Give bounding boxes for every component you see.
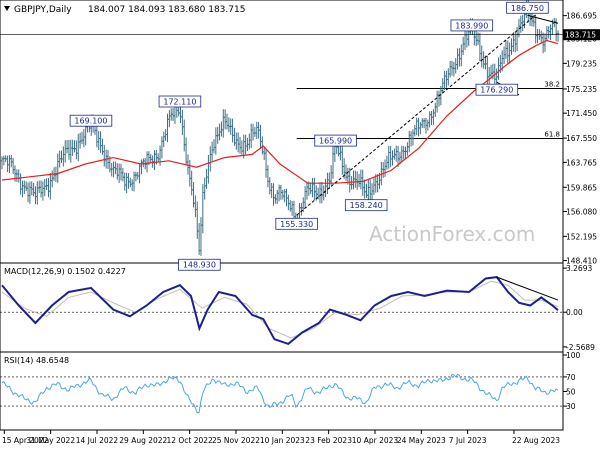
rsi-series bbox=[0, 373, 563, 414]
date-tick-label: 15 Apr 2022 bbox=[2, 436, 49, 445]
macd-tick-label: 3.2693 bbox=[566, 264, 592, 273]
date-tick-label: 24 May 2023 bbox=[397, 436, 446, 445]
annotation-label: 169.100 bbox=[74, 117, 107, 126]
annotation-box bbox=[475, 83, 519, 96]
price-tick-label: 171.450 bbox=[566, 109, 597, 118]
annotation-box bbox=[178, 258, 221, 271]
annotation-box bbox=[314, 134, 357, 147]
annotation-label: 183.990 bbox=[455, 21, 488, 30]
date-tick-label: 23 Feb 2023 bbox=[305, 436, 352, 445]
sma-line bbox=[1, 39, 559, 184]
price-tick-label: 156.080 bbox=[566, 208, 597, 217]
date-tick-label: 31 May 2022 bbox=[26, 436, 75, 445]
price-header: GBPJPY,Daily 184.007 184.093 183.680 183… bbox=[4, 5, 245, 15]
price-tick-label: 148.410 bbox=[566, 257, 597, 266]
annotation-box bbox=[344, 199, 388, 212]
annotation-box bbox=[506, 1, 549, 14]
sma-path bbox=[1, 39, 559, 184]
annotation-box bbox=[158, 95, 202, 108]
macd-label: MACD(12,26,9) 0.1502 0.4227 bbox=[4, 267, 126, 276]
price-bars bbox=[0, 0, 560, 256]
panel-marker-icon bbox=[4, 6, 10, 11]
rsi-label: RSI(14) 48.6548 bbox=[4, 356, 69, 365]
macd-tick-label: 0.00 bbox=[566, 308, 583, 317]
annotation-label: 176.290 bbox=[480, 86, 513, 95]
macd-tick-label: -2.5689 bbox=[566, 343, 595, 352]
price-bar bbox=[556, 30, 560, 42]
symbol-title: GBPJPY,Daily bbox=[14, 5, 72, 15]
annotation-box bbox=[275, 217, 318, 230]
trendline bbox=[527, 14, 559, 24]
rsi-tick-label: 70 bbox=[566, 373, 576, 382]
price-tick-label: 167.550 bbox=[566, 134, 597, 143]
date-tick-label: 22 Aug 2023 bbox=[512, 436, 560, 445]
price-tick-label: 186.695 bbox=[566, 12, 597, 21]
price-annotation: 186.750 bbox=[506, 1, 549, 14]
annotation-box bbox=[69, 114, 113, 127]
macd-trendline bbox=[496, 276, 559, 301]
date-tick-label: 12 Oct 2022 bbox=[166, 436, 213, 445]
price-annotation: 172.110 bbox=[158, 95, 202, 108]
annotation-label: 186.750 bbox=[511, 4, 544, 13]
date-tick-label: 10 Apr 2023 bbox=[352, 436, 399, 445]
last-price-box bbox=[563, 29, 600, 41]
price-annotation: 148.930 bbox=[178, 258, 221, 271]
price-tick-label: 175.235 bbox=[566, 85, 597, 94]
macd-line-path bbox=[1, 276, 559, 346]
annotation-label: 172.110 bbox=[163, 98, 196, 107]
price-annotation: 165.990 bbox=[314, 134, 357, 147]
rsi-panel-frame bbox=[0, 351, 564, 431]
fib-level-label: 61.8 bbox=[544, 130, 560, 138]
rsi-axis: 100 70 50 30 bbox=[563, 351, 581, 411]
ohlc-values: 184.007 184.093 183.680 183.715 bbox=[88, 5, 245, 15]
price-annotations: 169.100 172.110 148.930 155.330 165.990 158.2… bbox=[69, 1, 549, 271]
annotation-label: 155.330 bbox=[280, 220, 313, 229]
date-tick-label: 10 Jan 2023 bbox=[260, 436, 305, 445]
date-tick-label: 29 Aug 2022 bbox=[119, 436, 167, 445]
last-price-tag: 183.715 bbox=[0, 29, 600, 41]
watermark: ActionForex.com bbox=[369, 222, 535, 246]
trendline bbox=[296, 14, 537, 216]
annotation-label: 158.240 bbox=[350, 201, 383, 210]
annotation-label: 148.930 bbox=[183, 261, 216, 270]
price-tick-label: 159.865 bbox=[566, 183, 597, 192]
date-tick-label: 14 Jul 2022 bbox=[76, 436, 119, 445]
rsi-tick-label: 30 bbox=[566, 402, 576, 411]
price-tick-label: 152.195 bbox=[566, 232, 597, 241]
macd-panel-frame bbox=[0, 262, 564, 353]
macd-series bbox=[0, 276, 563, 346]
price-annotation: 158.240 bbox=[344, 199, 388, 212]
price-annotation: 155.330 bbox=[275, 217, 318, 230]
date-tick-label: 7 Jul 2023 bbox=[449, 436, 487, 445]
price-tick-label: 179.235 bbox=[566, 59, 597, 68]
price-tick-label: 163.765 bbox=[566, 158, 597, 167]
last-price-value: 183.715 bbox=[565, 31, 596, 40]
rsi-tick-label: 50 bbox=[566, 388, 576, 397]
date-tick-label: 25 Nov 2022 bbox=[212, 436, 260, 445]
rsi-line-path bbox=[1, 373, 559, 414]
fib-level-label: 38.2 bbox=[544, 81, 560, 89]
price-annotation: 183.990 bbox=[450, 19, 494, 32]
price-axis: 186.695183.120179.235175.235171.450167.5… bbox=[563, 12, 597, 266]
price-annotation: 169.100 bbox=[69, 114, 113, 127]
macd-axis: 3.2693 0.00 -2.5689 bbox=[563, 264, 595, 352]
annotation-box bbox=[450, 19, 494, 32]
annotation-label: 165.990 bbox=[319, 137, 352, 146]
rsi-tick-label: 100 bbox=[566, 351, 581, 360]
price-annotation: 176.290 bbox=[475, 83, 519, 96]
